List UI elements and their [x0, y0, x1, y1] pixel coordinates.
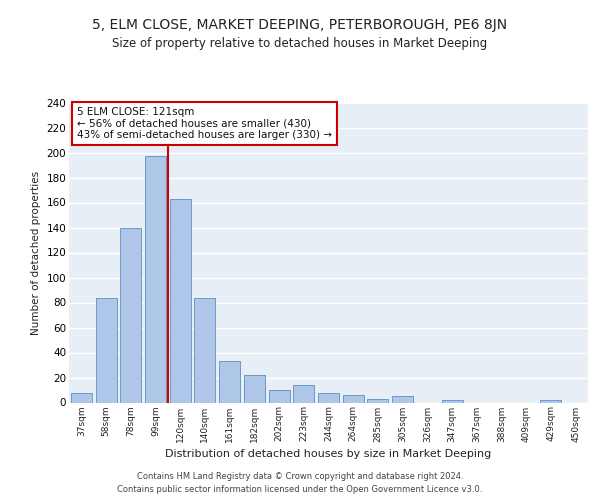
Bar [95, 298, 116, 403]
Bar [392, 396, 413, 402]
Bar [120, 228, 141, 402]
Bar [71, 392, 92, 402]
X-axis label: Distribution of detached houses by size in Market Deeping: Distribution of detached houses by size … [166, 448, 491, 458]
Bar [244, 375, 265, 402]
Bar [170, 198, 191, 402]
Text: 5, ELM CLOSE, MARKET DEEPING, PETERBOROUGH, PE6 8JN: 5, ELM CLOSE, MARKET DEEPING, PETERBOROU… [92, 18, 508, 32]
Y-axis label: Number of detached properties: Number of detached properties [31, 170, 41, 334]
Bar [367, 399, 388, 402]
Bar [343, 395, 364, 402]
Text: 5 ELM CLOSE: 121sqm
← 56% of detached houses are smaller (430)
43% of semi-detac: 5 ELM CLOSE: 121sqm ← 56% of detached ho… [77, 107, 332, 140]
Bar [194, 298, 215, 403]
Bar [293, 385, 314, 402]
Bar [269, 390, 290, 402]
Bar [318, 392, 339, 402]
Bar [541, 400, 562, 402]
Bar [219, 361, 240, 403]
Bar [442, 400, 463, 402]
Text: Size of property relative to detached houses in Market Deeping: Size of property relative to detached ho… [112, 38, 488, 51]
Bar [145, 156, 166, 402]
Text: Contains HM Land Registry data © Crown copyright and database right 2024.
Contai: Contains HM Land Registry data © Crown c… [118, 472, 482, 494]
